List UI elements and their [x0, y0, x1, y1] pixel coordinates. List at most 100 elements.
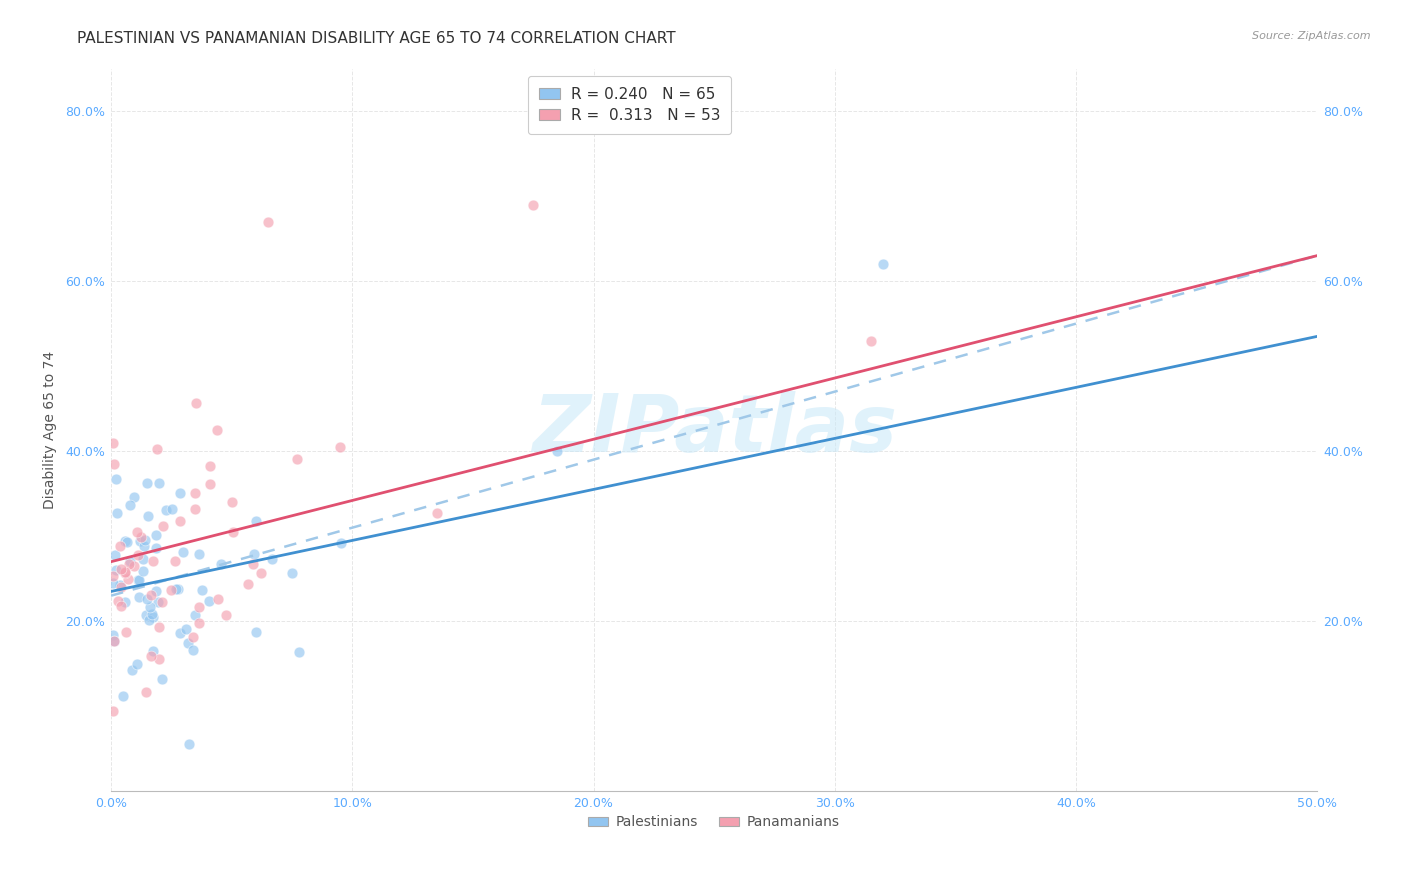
Point: [522, 197, 544, 211]
Point: [184, 396, 207, 410]
Point: [103, 576, 125, 591]
Point: [104, 472, 127, 486]
Point: [128, 573, 150, 587]
Point: [245, 514, 267, 528]
Point: [546, 444, 568, 458]
Point: [242, 558, 264, 572]
Point: [169, 515, 191, 529]
Point: [134, 533, 156, 547]
Point: [188, 547, 211, 561]
Point: [281, 566, 304, 580]
Point: [114, 565, 136, 579]
Point: [141, 607, 163, 621]
Point: [159, 582, 181, 597]
Point: [245, 625, 267, 640]
Point: [146, 595, 169, 609]
Point: [103, 436, 125, 450]
Point: [148, 475, 170, 490]
Point: [111, 690, 134, 704]
Point: [148, 620, 170, 634]
Point: [145, 528, 167, 542]
Point: [183, 502, 205, 516]
Point: [127, 657, 149, 672]
Point: [152, 519, 174, 533]
Point: [118, 553, 141, 567]
Point: [139, 600, 162, 615]
Point: [129, 534, 152, 549]
Point: [108, 578, 131, 592]
Point: [141, 588, 163, 602]
Point: [250, 566, 273, 581]
Point: [103, 569, 125, 583]
Point: [221, 495, 243, 509]
Point: [122, 559, 145, 574]
Point: [142, 554, 165, 568]
Point: [221, 524, 243, 539]
Text: Source: ZipAtlas.com: Source: ZipAtlas.com: [1253, 31, 1371, 41]
Point: [103, 704, 125, 718]
Point: [236, 577, 259, 591]
Point: [104, 563, 127, 577]
Point: [138, 613, 160, 627]
Point: [285, 451, 308, 466]
Point: [136, 591, 159, 606]
Point: [209, 557, 232, 571]
Point: [110, 580, 132, 594]
Point: [169, 486, 191, 500]
Point: [104, 548, 127, 562]
Point: [148, 651, 170, 665]
Point: [122, 490, 145, 504]
Point: [329, 440, 352, 454]
Point: [191, 583, 214, 598]
Point: [176, 636, 198, 650]
Point: [125, 524, 148, 539]
Point: [115, 624, 138, 639]
Y-axis label: Disability Age 65 to 74: Disability Age 65 to 74: [44, 351, 58, 509]
Point: [127, 573, 149, 587]
Point: [108, 539, 131, 553]
Point: [114, 534, 136, 549]
Point: [150, 594, 173, 608]
Point: [117, 572, 139, 586]
Point: [145, 584, 167, 599]
Point: [115, 534, 138, 549]
Point: [198, 458, 221, 473]
Point: [177, 737, 200, 751]
Point: [262, 552, 284, 566]
Point: [103, 458, 125, 472]
Point: [426, 506, 449, 520]
Point: [243, 547, 266, 561]
Point: [181, 630, 204, 644]
Point: [132, 564, 155, 578]
Point: [169, 626, 191, 640]
Point: [172, 544, 194, 558]
Point: [184, 486, 207, 500]
Point: [142, 643, 165, 657]
Point: [128, 591, 150, 605]
Point: [187, 600, 209, 615]
Point: [146, 442, 169, 456]
Point: [198, 477, 221, 491]
Point: [872, 257, 894, 271]
Point: [330, 536, 353, 550]
Point: [198, 594, 221, 608]
Point: [127, 548, 149, 562]
Point: [183, 607, 205, 622]
Point: [120, 498, 142, 512]
Point: [129, 530, 152, 544]
Point: [181, 643, 204, 657]
Text: ZIPatlas: ZIPatlas: [531, 391, 897, 469]
Point: [155, 503, 177, 517]
Point: [142, 609, 165, 624]
Point: [207, 592, 229, 607]
Point: [103, 634, 125, 648]
Point: [150, 672, 173, 686]
Point: [132, 539, 155, 553]
Point: [165, 582, 187, 596]
Point: [256, 214, 278, 228]
Point: [107, 594, 129, 608]
Point: [114, 594, 136, 608]
Point: [136, 476, 159, 491]
Point: [118, 557, 141, 571]
Point: [139, 649, 162, 664]
